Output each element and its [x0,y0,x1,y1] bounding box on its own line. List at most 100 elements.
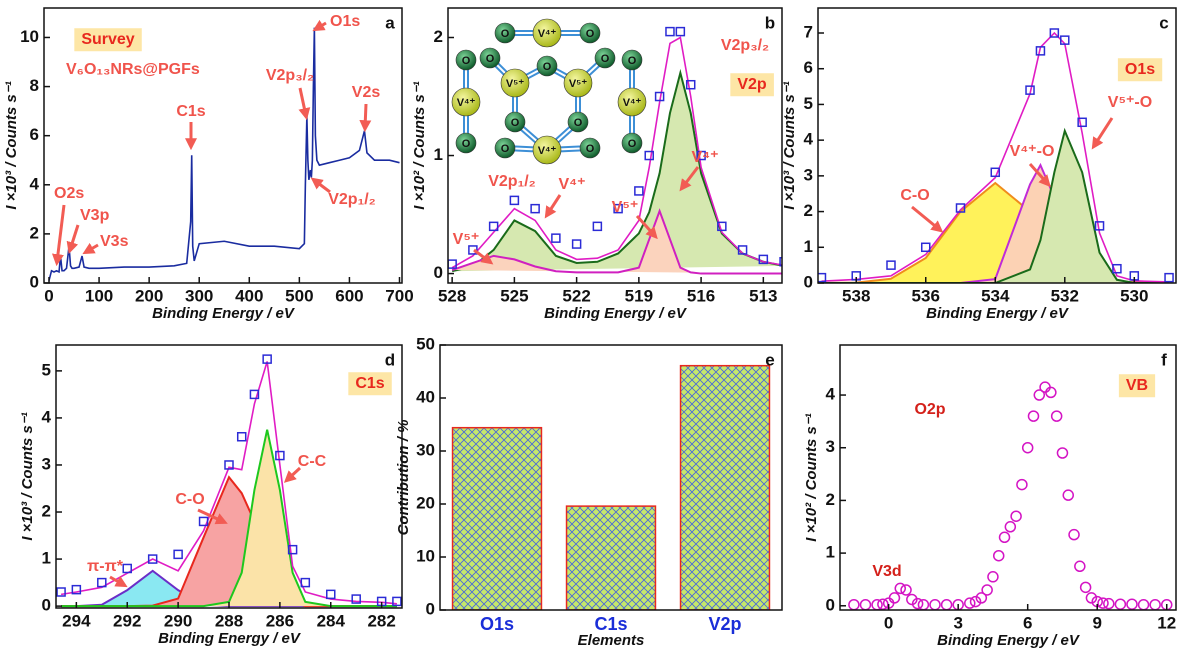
y-tick-label: 1 [42,549,51,568]
data-point [174,550,182,558]
y-tick-label: 50 [416,334,435,353]
data-point [994,551,1004,561]
arrow [547,195,560,215]
panel-label: f [1161,350,1167,369]
x-tick-label: 513 [749,286,777,305]
data-point [887,261,895,269]
atom-label: O [501,28,510,40]
annotation: C1s [176,103,205,120]
data-point [1081,582,1091,592]
data-point [635,187,643,195]
component-peak [821,183,1169,283]
x-tick-label: 532 [1051,286,1079,305]
atom-label: V⁴⁺ [457,97,476,109]
data-point [593,222,601,230]
data-point [238,433,246,441]
panel-label: d [385,350,395,369]
plot-area [453,366,770,610]
y-tick-label: 2 [434,27,443,46]
x-tick-label: 288 [215,611,243,630]
y-axis-title: I ×10² / Counts s⁻¹ [803,413,820,541]
x-tick-label: V2p [708,614,741,634]
annotation: C-C [298,453,327,470]
x-tick-label: 3 [953,613,962,632]
data-point [1075,561,1085,571]
panel-label: a [385,13,395,32]
annotation: V⁴⁺ [691,149,718,166]
x-tick-label: 282 [367,611,395,630]
annotation: V3d [872,563,901,580]
y-axis-title: I ×10³ / Counts s⁻¹ [19,412,36,540]
x-tick-label: 300 [185,286,213,305]
figure: 02468100100200300400500600700Binding Ene… [0,0,1184,658]
atom-label: V⁴⁺ [538,145,557,157]
annotation: V⁴⁺ [558,176,585,193]
y-axis-title: I ×10³ / Counts s⁻¹ [3,81,20,209]
data-point [860,600,870,610]
x-tick-label: 6 [1023,613,1032,632]
y-tick-label: 0 [804,272,813,291]
arrow [365,104,366,128]
annotation: V⁵⁺-O [1108,94,1152,111]
y-tick-label: 20 [416,493,435,512]
x-axis-title: Binding Energy / eV [937,632,1081,649]
y-tick-label: 3 [826,437,835,456]
data-point [552,234,560,242]
x-axis-title: Binding Energy / eV [152,305,296,322]
bar [681,366,770,610]
y-tick-label: 6 [30,125,39,144]
bar [567,506,656,610]
annotation: V2p₃/₂ [266,67,314,84]
x-tick-label: 519 [625,286,653,305]
y-tick-label: 4 [804,130,814,149]
arrow [912,207,940,230]
data-point [982,585,992,595]
arrow [300,88,306,116]
annotation: O1s [330,13,360,30]
annotation: V₆O₁₃NRs@PGFs [66,61,200,78]
data-point [918,600,928,610]
atom-label: O [486,53,495,65]
data-point [1052,411,1062,421]
y-tick-label: 2 [804,201,813,220]
y-tick-label: 1 [434,145,443,164]
y-axis-title: Contribution / % [395,420,412,536]
atom-label: O [586,143,595,155]
y-tick-label: 4 [826,385,836,404]
annotation: C-O [900,187,929,204]
data-point [901,585,911,595]
annotation: V⁵⁺ [612,199,639,216]
annotation: V3p [80,207,110,224]
y-tick-label: 10 [416,546,435,565]
data-point [1063,490,1073,500]
atom-label: O [574,117,583,129]
atom-label: O [462,138,471,150]
y-tick-label: 6 [804,58,813,77]
annotation: VB [1126,377,1148,394]
atom-label: V⁵⁺ [569,78,588,90]
atom-label: O [543,61,552,73]
data-point [1069,530,1079,540]
y-axis-title: I ×10³ / Counts s⁻¹ [781,81,798,209]
y-tick-label: 3 [42,454,51,473]
data-point [676,28,684,36]
x-tick-label: 530 [1120,286,1148,305]
data-point [57,588,65,596]
y-tick-label: 0 [42,596,51,615]
x-tick-label: 292 [113,611,141,630]
x-tick-label: 294 [62,611,91,630]
y-tick-label: 4 [30,174,40,193]
data-point [1127,599,1137,609]
y-tick-label: 2 [826,490,835,509]
atom-label: O [511,117,520,129]
x-axis-title: Binding Energy / eV [544,305,688,322]
x-tick-label: 100 [85,286,113,305]
data-point [1165,274,1173,282]
y-tick-label: 2 [42,502,51,521]
y-tick-label: 1 [826,543,835,562]
panel-label: c [1159,13,1168,32]
component-peak [61,477,397,606]
atom-label: O [501,143,510,155]
atom-label: V⁵⁺ [506,78,525,90]
x-tick-label: C1s [594,614,627,634]
